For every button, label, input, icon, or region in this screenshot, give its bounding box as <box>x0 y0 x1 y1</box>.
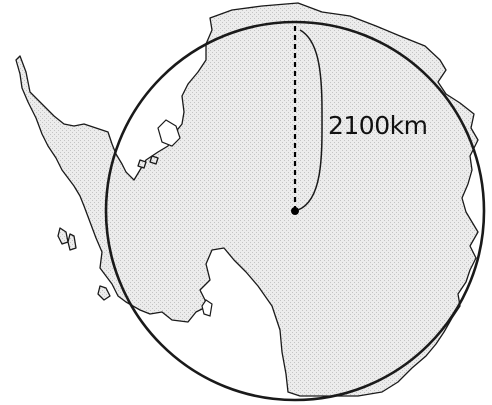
small-island <box>201 299 213 317</box>
antarctica-landmass <box>15 2 479 397</box>
inner-island <box>157 119 181 147</box>
coastal-island-5 <box>149 155 159 165</box>
coastal-island-1 <box>57 227 69 245</box>
radius-label: 2100km <box>328 111 427 140</box>
radius-circle <box>104 20 486 402</box>
coastal-island-4 <box>137 159 147 169</box>
coastal-island-2 <box>67 233 77 251</box>
radius-brace <box>297 29 323 211</box>
coastal-island-3 <box>97 285 111 301</box>
center-point <box>291 207 299 215</box>
